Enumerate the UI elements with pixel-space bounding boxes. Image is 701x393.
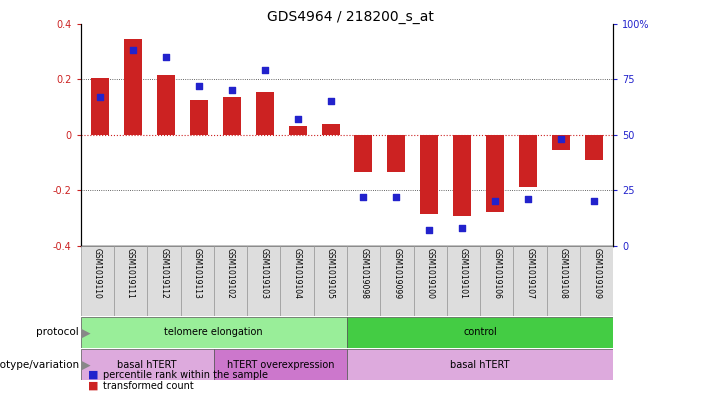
Bar	[552, 134, 570, 150]
Bar	[91, 78, 109, 134]
Text: GSM1019099: GSM1019099	[393, 248, 402, 299]
Bar	[480, 246, 513, 316]
Bar	[124, 39, 142, 134]
Point	[226, 87, 238, 93]
Point	[95, 94, 106, 100]
Bar	[387, 134, 405, 172]
Point	[456, 225, 468, 231]
Text: GSM1019110: GSM1019110	[93, 248, 102, 299]
Bar	[247, 246, 280, 316]
Point	[128, 47, 139, 53]
Point	[522, 196, 533, 202]
Text: percentile rank within the sample: percentile rank within the sample	[103, 370, 268, 380]
Bar	[347, 317, 613, 348]
Point	[588, 198, 599, 204]
Point	[193, 83, 205, 89]
Point	[161, 54, 172, 60]
Bar	[256, 92, 274, 134]
Text: GSM1019104: GSM1019104	[292, 248, 301, 299]
Bar	[547, 246, 580, 316]
Bar	[223, 97, 241, 134]
Bar	[314, 246, 347, 316]
Bar	[453, 134, 471, 217]
Text: GSM1019100: GSM1019100	[426, 248, 435, 299]
Point	[259, 67, 271, 73]
Text: basal hTERT: basal hTERT	[451, 360, 510, 370]
Text: GSM1019102: GSM1019102	[226, 248, 235, 299]
Text: genotype/variation: genotype/variation	[0, 360, 79, 370]
Text: GSM1019098: GSM1019098	[359, 248, 368, 299]
Point	[325, 98, 336, 105]
Text: GSM1019111: GSM1019111	[126, 248, 135, 299]
Point	[489, 198, 501, 204]
Text: ■: ■	[88, 381, 98, 391]
Point	[555, 136, 566, 142]
Text: GSM1019112: GSM1019112	[159, 248, 168, 299]
Text: GSM1019113: GSM1019113	[193, 248, 202, 299]
Bar	[420, 134, 438, 214]
Text: basal hTERT: basal hTERT	[118, 360, 177, 370]
Bar	[147, 246, 181, 316]
Bar	[190, 100, 208, 134]
Bar	[355, 134, 372, 172]
Bar	[114, 246, 147, 316]
Bar	[519, 134, 537, 187]
Text: GSM1019105: GSM1019105	[326, 248, 335, 299]
Text: telomere elongation: telomere elongation	[165, 327, 263, 338]
Text: control: control	[463, 327, 497, 338]
Text: hTERT overexpression: hTERT overexpression	[226, 360, 334, 370]
Point	[292, 116, 304, 122]
Bar	[585, 134, 603, 160]
Point	[358, 194, 369, 200]
Bar	[214, 349, 347, 380]
Text: transformed count: transformed count	[103, 381, 193, 391]
Bar	[486, 134, 504, 212]
Text: GDS4964 / 218200_s_at: GDS4964 / 218200_s_at	[267, 10, 434, 24]
Bar	[580, 246, 613, 316]
Text: GSM1019108: GSM1019108	[559, 248, 568, 299]
Bar	[414, 246, 447, 316]
Text: ▶: ▶	[81, 358, 91, 371]
Text: GSM1019103: GSM1019103	[259, 248, 268, 299]
Text: GSM1019106: GSM1019106	[492, 248, 501, 299]
Text: ▶: ▶	[81, 326, 91, 339]
Text: GSM1019109: GSM1019109	[592, 248, 601, 299]
Text: protocol: protocol	[36, 327, 79, 338]
Bar	[81, 317, 347, 348]
Bar	[347, 246, 381, 316]
Bar	[289, 126, 307, 134]
Bar	[322, 123, 339, 134]
Bar	[514, 246, 547, 316]
Bar	[81, 349, 214, 380]
Bar	[214, 246, 247, 316]
Bar	[181, 246, 214, 316]
Text: GSM1019101: GSM1019101	[459, 248, 468, 299]
Text: GSM1019107: GSM1019107	[526, 248, 535, 299]
Text: ■: ■	[88, 370, 98, 380]
Point	[390, 194, 402, 200]
Bar	[280, 246, 314, 316]
Bar	[447, 246, 480, 316]
Bar	[381, 246, 414, 316]
Point	[423, 227, 435, 233]
Bar	[157, 75, 175, 134]
Bar	[347, 349, 613, 380]
Bar	[81, 246, 114, 316]
